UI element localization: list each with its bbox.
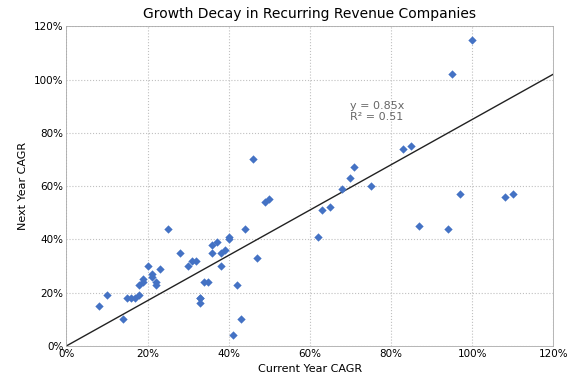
Point	[94, 303, 103, 309]
Point	[151, 282, 160, 288]
Point	[248, 156, 258, 163]
Point	[317, 207, 327, 213]
Point	[455, 191, 465, 197]
Point	[135, 292, 144, 298]
Point	[122, 295, 132, 301]
Point	[313, 234, 323, 240]
Point	[252, 255, 262, 261]
Point	[196, 295, 205, 301]
Point	[338, 186, 347, 192]
Point	[155, 266, 164, 272]
Point	[508, 191, 518, 197]
Point	[407, 143, 416, 149]
Point	[208, 242, 217, 248]
Title: Growth Decay in Recurring Revenue Companies: Growth Decay in Recurring Revenue Compan…	[143, 7, 476, 21]
Point	[350, 164, 359, 170]
Point	[398, 146, 408, 152]
Point	[500, 194, 509, 200]
Point	[147, 271, 156, 277]
Point	[147, 273, 156, 280]
Point	[196, 295, 205, 301]
Point	[224, 234, 233, 240]
Point	[220, 247, 229, 253]
X-axis label: Current Year CAGR: Current Year CAGR	[258, 364, 362, 374]
Point	[187, 258, 197, 264]
Point	[224, 236, 233, 242]
Point	[216, 250, 225, 256]
Point	[447, 71, 457, 77]
Point	[415, 223, 424, 229]
Point	[240, 226, 250, 232]
Point	[212, 239, 221, 245]
Point	[143, 263, 152, 269]
Point	[139, 279, 148, 285]
Point	[183, 263, 193, 269]
Point	[135, 282, 144, 288]
Text: y = 0.85x
R² = 0.51: y = 0.85x R² = 0.51	[350, 101, 405, 123]
Point	[467, 37, 477, 43]
Point	[126, 295, 136, 301]
Point	[346, 175, 355, 181]
Point	[139, 276, 148, 282]
Point	[118, 316, 128, 322]
Point	[228, 332, 237, 338]
Point	[151, 279, 160, 285]
Point	[102, 292, 112, 298]
Point	[200, 279, 209, 285]
Point	[325, 204, 335, 210]
Point	[366, 183, 375, 189]
Point	[443, 226, 453, 232]
Point	[260, 199, 270, 205]
Point	[196, 300, 205, 307]
Point	[236, 316, 246, 322]
Point	[131, 295, 140, 301]
Y-axis label: Next Year CAGR: Next Year CAGR	[18, 142, 28, 230]
Point	[264, 196, 274, 203]
Point	[163, 226, 172, 232]
Point	[204, 279, 213, 285]
Point	[175, 250, 185, 256]
Point	[191, 258, 201, 264]
Point	[208, 250, 217, 256]
Point	[232, 282, 242, 288]
Point	[216, 263, 225, 269]
